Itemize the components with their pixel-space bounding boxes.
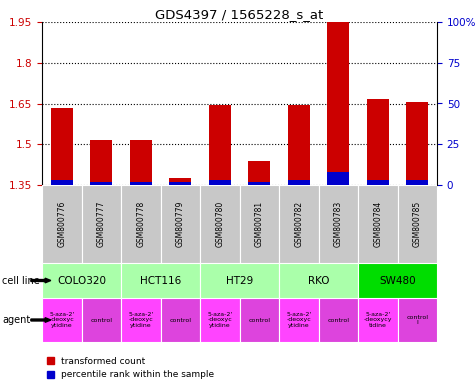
- Text: COLO320: COLO320: [57, 275, 106, 285]
- Bar: [279, 263, 358, 298]
- Bar: [358, 185, 398, 263]
- Bar: [130, 140, 152, 185]
- Text: 5-aza-2'
-deoxyc
ytidine: 5-aza-2' -deoxyc ytidine: [207, 312, 232, 328]
- Bar: [170, 182, 191, 185]
- Bar: [121, 298, 161, 342]
- Bar: [358, 298, 398, 342]
- Bar: [398, 185, 437, 263]
- Text: RKO: RKO: [308, 275, 329, 285]
- Bar: [407, 180, 428, 185]
- Text: GSM800778: GSM800778: [136, 201, 145, 247]
- Legend: transformed count, percentile rank within the sample: transformed count, percentile rank withi…: [47, 357, 214, 379]
- Bar: [161, 298, 200, 342]
- Bar: [319, 185, 358, 263]
- Bar: [130, 182, 152, 185]
- Text: 5-aza-2'
-deoxyc
ytidine: 5-aza-2' -deoxyc ytidine: [286, 312, 312, 328]
- Bar: [367, 180, 389, 185]
- Bar: [42, 263, 121, 298]
- Text: control: control: [248, 318, 270, 323]
- Bar: [407, 102, 428, 185]
- Bar: [121, 185, 161, 263]
- Text: HT29: HT29: [226, 275, 253, 285]
- Bar: [288, 180, 310, 185]
- Bar: [90, 182, 112, 185]
- Text: GSM800782: GSM800782: [294, 201, 303, 247]
- Text: GSM800780: GSM800780: [215, 201, 224, 247]
- Bar: [90, 140, 112, 185]
- Bar: [367, 99, 389, 185]
- Bar: [239, 185, 279, 263]
- Bar: [200, 298, 239, 342]
- Text: 5-aza-2'
-deoxycy
tidine: 5-aza-2' -deoxycy tidine: [363, 312, 392, 328]
- Text: 5-aza-2'
-deoxyc
ytidine: 5-aza-2' -deoxyc ytidine: [128, 312, 153, 328]
- Bar: [200, 185, 239, 263]
- Bar: [82, 298, 121, 342]
- Bar: [327, 22, 349, 185]
- Text: control: control: [169, 318, 191, 323]
- Text: GSM800783: GSM800783: [334, 201, 343, 247]
- Bar: [319, 298, 358, 342]
- Text: control
l: control l: [406, 314, 428, 325]
- Bar: [248, 182, 270, 185]
- Bar: [200, 263, 279, 298]
- Bar: [398, 298, 437, 342]
- Bar: [51, 180, 73, 185]
- Bar: [82, 185, 121, 263]
- Bar: [358, 263, 437, 298]
- Text: GSM800784: GSM800784: [373, 201, 382, 247]
- Bar: [288, 105, 310, 185]
- Text: SW480: SW480: [379, 275, 416, 285]
- Text: GSM800777: GSM800777: [97, 201, 106, 247]
- Bar: [248, 161, 270, 185]
- Text: GSM800776: GSM800776: [57, 201, 66, 247]
- Text: GSM800779: GSM800779: [176, 201, 185, 247]
- Text: control: control: [327, 318, 349, 323]
- Bar: [51, 108, 73, 185]
- Bar: [279, 298, 319, 342]
- Text: control: control: [90, 318, 112, 323]
- Title: GDS4397 / 1565228_s_at: GDS4397 / 1565228_s_at: [155, 8, 323, 21]
- Bar: [121, 263, 200, 298]
- Bar: [239, 298, 279, 342]
- Bar: [161, 185, 200, 263]
- Text: GSM800781: GSM800781: [255, 201, 264, 247]
- Text: cell line: cell line: [2, 275, 40, 285]
- Text: agent: agent: [2, 315, 30, 325]
- Bar: [42, 185, 82, 263]
- Text: HCT116: HCT116: [140, 275, 181, 285]
- Bar: [279, 185, 319, 263]
- Bar: [42, 298, 82, 342]
- Bar: [209, 105, 231, 185]
- Bar: [327, 172, 349, 185]
- Text: 5-aza-2'
-deoxyc
ytidine: 5-aza-2' -deoxyc ytidine: [49, 312, 75, 328]
- Bar: [209, 180, 231, 185]
- Bar: [170, 178, 191, 185]
- Text: GSM800785: GSM800785: [413, 201, 422, 247]
